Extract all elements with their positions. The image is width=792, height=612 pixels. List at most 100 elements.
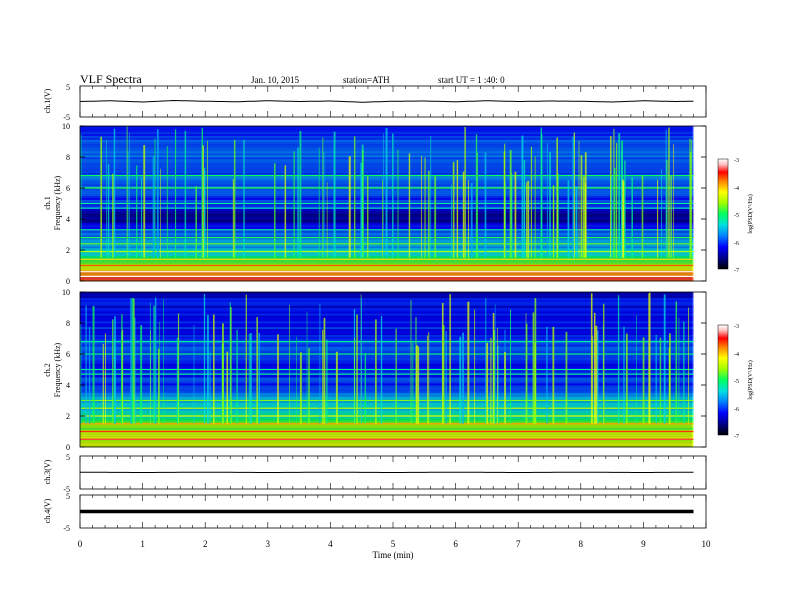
sferic-streak bbox=[127, 151, 129, 258]
sferic-streak bbox=[467, 301, 470, 424]
sferic-streak bbox=[427, 335, 429, 424]
spectrogram-band bbox=[80, 419, 694, 423]
spectrogram-band bbox=[80, 439, 694, 442]
sferic-streak bbox=[156, 129, 159, 258]
sferic-streak bbox=[174, 129, 177, 258]
spectrogram-band bbox=[80, 379, 694, 382]
sferic-streak bbox=[485, 298, 487, 424]
ch2-ylabel-line2: Frequency (kHz) bbox=[53, 342, 62, 397]
sferic-streak bbox=[421, 155, 422, 258]
ch2-colorbar-tick-m5: -5 bbox=[734, 379, 739, 385]
emission-line bbox=[80, 373, 694, 375]
time-axis-label: Time (min) bbox=[373, 550, 414, 560]
ch1-frequency-ticks: 0 2 4 6 8 10 bbox=[62, 122, 706, 286]
sferic-streak bbox=[618, 133, 621, 258]
spectrogram-band bbox=[80, 367, 694, 370]
spectrogram-band bbox=[80, 326, 694, 330]
spectrogram-band bbox=[80, 417, 694, 421]
spectrogram-band bbox=[80, 400, 694, 403]
sferic-streak bbox=[552, 185, 555, 258]
frequency-tick-label: 0 bbox=[66, 443, 70, 452]
sferic-streak bbox=[160, 168, 161, 258]
ch1-waveform-panel: 5 -5 ch.1(V) bbox=[43, 83, 707, 122]
sferic-streak bbox=[335, 351, 338, 424]
spectrogram-band bbox=[80, 279, 694, 282]
sferic-streak bbox=[141, 178, 143, 258]
ch2-frequency-ticks: 0 2 4 6 8 10 bbox=[62, 288, 706, 452]
sferic-streak bbox=[130, 298, 132, 424]
sferic-streak bbox=[136, 165, 138, 258]
sferic-streak bbox=[534, 156, 536, 258]
sferic-streak bbox=[603, 303, 605, 424]
spectrogram-band bbox=[80, 324, 694, 328]
time-tick-label: 2 bbox=[203, 539, 208, 549]
sferic-streak bbox=[133, 298, 135, 424]
sferic-streak bbox=[107, 164, 110, 258]
spectrogram-band bbox=[80, 435, 694, 438]
start-time-label: start UT = 1 :40: 0 bbox=[438, 75, 505, 85]
sferic-streak bbox=[322, 329, 324, 424]
ch2-spectrogram bbox=[80, 292, 694, 448]
time-tick-label: 8 bbox=[579, 539, 584, 549]
sferic-streak bbox=[153, 305, 155, 424]
spectrogram-band bbox=[80, 394, 694, 397]
sferic-streak bbox=[299, 352, 302, 424]
sferic-streak bbox=[392, 133, 394, 258]
spectrogram-band bbox=[80, 352, 694, 355]
date-label: Jan. 10, 2015 bbox=[251, 75, 299, 85]
sferic-streak bbox=[467, 180, 469, 258]
frequency-tick-label: 0 bbox=[66, 277, 70, 286]
spectrogram-band bbox=[80, 445, 694, 448]
sferic-streak bbox=[668, 127, 670, 258]
ch1-ylabel: ch.1(V) bbox=[43, 88, 52, 113]
ch1-ylabel-line1: ch.1 bbox=[43, 196, 52, 210]
sferic-streak bbox=[636, 315, 637, 424]
sferic-streak bbox=[417, 346, 420, 424]
frequency-tick-label: 6 bbox=[66, 350, 70, 359]
emission-line bbox=[80, 423, 694, 425]
sferic-streak bbox=[464, 126, 466, 258]
ch1-ylabel-line2: Frequency (kHz) bbox=[53, 175, 62, 230]
sferic-streak bbox=[126, 126, 128, 258]
sferic-streak bbox=[129, 132, 130, 258]
sferic-streak bbox=[595, 325, 598, 424]
sferic-streak bbox=[364, 353, 367, 424]
sferic-streak bbox=[154, 297, 157, 424]
spectrogram-band bbox=[80, 443, 694, 446]
sferic-streak bbox=[668, 348, 671, 424]
sferic-streak bbox=[80, 324, 82, 424]
sferic-streak bbox=[256, 317, 258, 424]
sferic-streak bbox=[617, 295, 620, 424]
sferic-streak bbox=[648, 293, 650, 424]
sferic-streak bbox=[85, 305, 87, 424]
spectrogram-band bbox=[80, 346, 694, 349]
spectrogram-band bbox=[80, 293, 694, 297]
sferic-streak bbox=[326, 339, 328, 424]
spectrogram-band bbox=[80, 390, 694, 394]
sferic-streak bbox=[496, 327, 498, 424]
ch3-waveform-panel: 5 -5 ch.3(V) bbox=[43, 453, 707, 494]
spectrogram-band bbox=[80, 311, 694, 314]
sferic-streak bbox=[511, 173, 513, 258]
spectrogram-band bbox=[80, 365, 694, 368]
ch1-ytick-bottom: -5 bbox=[63, 113, 70, 122]
spectrogram-band bbox=[80, 263, 694, 266]
spectrogram-band bbox=[80, 354, 694, 357]
sferic-streak bbox=[229, 302, 231, 424]
sferic-streak bbox=[122, 329, 124, 424]
sferic-streak bbox=[367, 176, 369, 258]
sferic-streak bbox=[415, 317, 417, 424]
frequency-tick-label: 10 bbox=[62, 288, 70, 297]
spectrogram-band bbox=[80, 381, 694, 384]
ch2-spectrogram-frame bbox=[79, 291, 707, 448]
sferic-streak bbox=[323, 151, 325, 258]
spectrogram-band bbox=[80, 406, 694, 409]
spectrogram-band bbox=[80, 342, 694, 345]
sferic-streak bbox=[114, 316, 116, 424]
emission-line bbox=[80, 353, 694, 355]
sferic-streak bbox=[249, 333, 252, 424]
ch1-colorbar-tick-m3: -3 bbox=[734, 158, 739, 164]
spectrogram-band bbox=[80, 319, 694, 322]
spectrogram-band bbox=[80, 259, 694, 262]
